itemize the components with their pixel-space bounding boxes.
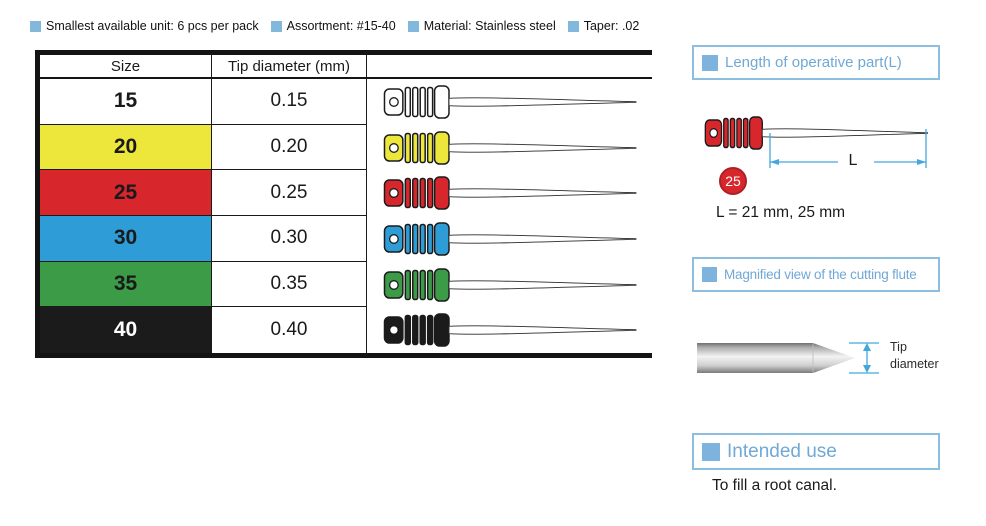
legend-label: Material: Stainless steel [423,19,556,33]
legend-bullet-icon [567,20,579,32]
file-icon-30 [383,216,652,262]
legend-item: Assortment: #15-40 [270,19,396,33]
tip-diameter-label: Tip diameter [890,340,939,371]
intended-use-panel-title: Intended use [727,440,837,462]
tip-diameter-cell-35: 0.35 [212,261,367,308]
legend-bar: Smallest available unit: 6 pcs per pack A… [30,19,639,33]
file-illustration-large [704,113,932,153]
length-dimension-label: L [848,152,858,169]
intended-use-text: To fill a root canal. [712,477,837,494]
size-25-badge: 25 [719,167,747,195]
illustration-column-header [367,55,652,79]
panel-square-icon [702,54,718,71]
legend-bullet-icon [407,20,419,32]
file-icon-25 [383,170,652,216]
size-cell-15: 15 [40,79,212,125]
intended-use-panel-header: Intended use [692,433,940,470]
tip-diameter-cell-15: 0.15 [212,79,367,125]
size-cell-35: 35 [40,261,212,308]
tip-diameter-cell-40: 0.40 [212,307,367,353]
size-column-header: Size [40,55,212,79]
spec-table: Size Tip diameter (mm) 15 0.15 20 0.20 25 0.2… [35,50,652,358]
file-icon-15 [383,79,652,125]
file-icon-35 [383,262,652,308]
cutting-flute-illustration [697,342,879,374]
legend-label: Taper: .02 [583,19,640,33]
length-panel-title: Length of operative part(L) [725,54,902,71]
legend-item: Smallest available unit: 6 pcs per pack [30,19,259,33]
flute-panel-title: Magnified view of the cutting flute [724,267,917,282]
panel-square-icon [702,442,720,461]
size-cell-40: 40 [40,307,212,353]
file-illustrations-cell [367,79,652,353]
tip-diameter-cell-30: 0.30 [212,216,367,262]
legend-bullet-icon [30,20,41,32]
file-icon-40 [383,307,652,353]
flute-panel-header: Magnified view of the cutting flute [692,257,940,292]
legend-label: Assortment: #15-40 [286,19,396,33]
legend-label: Smallest available unit: 6 pcs per pack [46,19,259,33]
legend-item: Taper: .02 [567,19,640,33]
file-icon-20 [383,125,652,171]
length-dimension-lines [769,129,927,168]
legend-item: Material: Stainless steel [407,19,556,33]
size-cell-20: 20 [40,124,212,171]
size-cell-25: 25 [40,170,212,216]
tip-diameter-cell-20: 0.20 [212,124,367,171]
tip-diameter-cell-25: 0.25 [212,170,367,216]
length-values-text: L = 21 mm, 25 mm [716,204,846,221]
length-panel-header: Length of operative part(L) [692,45,940,80]
legend-bullet-icon [270,20,282,32]
panel-square-icon [702,267,717,282]
tip-diameter-column-header: Tip diameter (mm) [212,55,367,79]
size-cell-30: 30 [40,216,212,262]
